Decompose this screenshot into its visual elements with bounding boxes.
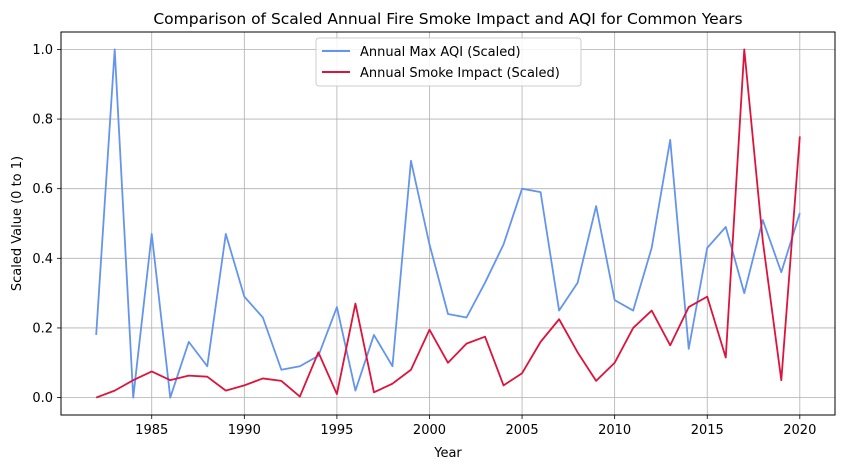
y-tick-label: 0.8 [32, 113, 53, 128]
grid [61, 32, 835, 415]
x-tick-label: 2000 [413, 423, 446, 438]
plot-frame [60, 31, 836, 416]
x-tick-label: 2015 [691, 423, 724, 438]
x-tick-label: 2005 [506, 423, 539, 438]
legend-box [315, 37, 582, 87]
series-line-aqi [95, 48, 801, 399]
series-layer [95, 48, 801, 399]
x-tick-label: 1985 [135, 423, 168, 438]
legend-label-aqi: Annual Max AQI (Scaled) [360, 45, 521, 60]
y-tick-label: 0.4 [32, 252, 53, 267]
x-axis-label: Year [433, 446, 462, 461]
x-axis: 1985 1990 1995 2000 2005 2010 2015 2020 [135, 415, 816, 438]
y-axis-label: Scaled Value (0 to 1) [10, 156, 25, 291]
legend: Annual Max AQI (Scaled) Annual Smoke Imp… [315, 37, 582, 87]
x-tick-label: 2010 [598, 423, 631, 438]
y-tick-label: 1.0 [32, 43, 53, 58]
series-line-smoke [95, 48, 801, 399]
y-tick-label: 0.6 [32, 182, 53, 197]
chart-title: Comparison of Scaled Annual Fire Smoke I… [153, 10, 742, 28]
y-axis: 0.0 0.2 0.4 0.6 0.8 1.0 [32, 43, 61, 406]
y-tick-label: 0.2 [32, 321, 53, 336]
x-tick-label: 2020 [783, 423, 816, 438]
x-tick-label: 1995 [320, 423, 353, 438]
legend-label-smoke: Annual Smoke Impact (Scaled) [360, 66, 560, 81]
y-tick-label: 0.0 [32, 391, 53, 406]
x-tick-label: 1990 [228, 423, 261, 438]
